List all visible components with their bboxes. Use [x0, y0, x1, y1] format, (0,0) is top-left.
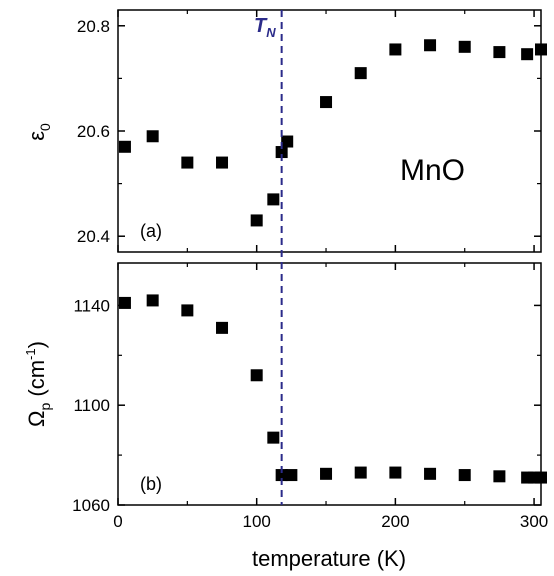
data-point [275, 146, 288, 159]
panel-b-ylabel-main: Ω [24, 411, 49, 427]
data-point [181, 156, 194, 169]
panel-b-frame [117, 262, 542, 506]
data-point [424, 39, 437, 52]
data-point [389, 43, 402, 56]
panel-b-xticks: 0 100 200 300 [113, 263, 548, 531]
data-point [320, 467, 333, 480]
y-tick-label: 20.6 [77, 122, 110, 141]
data-point [267, 193, 280, 206]
data-point [320, 96, 333, 109]
y-tick-label: 1060 [72, 496, 110, 515]
panel-a-label: (a) [140, 221, 162, 241]
data-point [216, 321, 229, 334]
data-point [267, 431, 280, 444]
data-point [535, 471, 547, 484]
x-tick-label: 0 [113, 512, 122, 531]
panel-a-frame [117, 9, 542, 253]
y-tick-label: 1100 [73, 396, 110, 415]
data-point [275, 469, 288, 482]
panel-b-label: (b) [140, 474, 162, 494]
data-point [146, 294, 159, 307]
material-annotation: MnO [400, 154, 465, 187]
data-point [118, 140, 131, 153]
data-point [118, 296, 131, 309]
x-axis-title: temperature (K) [252, 546, 406, 571]
x-tick-label: 200 [381, 512, 409, 531]
panel-a-ylabel-main: ε [24, 131, 49, 141]
panel-a-ylabel-sub: 0 [37, 123, 53, 131]
data-point [250, 369, 263, 382]
data-point [216, 156, 229, 169]
panel-b: 1060 1100 1140 0 100 200 300 (b) Ωp (cm-1) te… [23, 262, 548, 571]
x-tick-label: 300 [520, 512, 548, 531]
data-point [493, 46, 506, 59]
neel-temperature-label-main: T [254, 15, 268, 37]
neel-temperature-label-sub: N [266, 25, 276, 40]
data-point [285, 469, 298, 482]
data-point [535, 43, 547, 56]
y-tick-label: 20.8 [77, 17, 110, 36]
panel-a: 20.4 20.6 20.8 (a) MnO ε0 [24, 9, 547, 253]
y-tick-label: 1140 [73, 296, 110, 315]
data-point [181, 304, 194, 317]
data-point [521, 48, 534, 61]
data-point [250, 214, 263, 227]
data-point [146, 130, 159, 143]
data-point [389, 466, 402, 479]
panel-b-yticks: 1060 1100 1140 [72, 296, 541, 515]
panel-b-ylabel-sub: p [37, 403, 53, 411]
panel-b-points [118, 294, 547, 484]
data-point [281, 135, 294, 148]
data-point [493, 470, 506, 483]
y-tick-label: 20.4 [77, 227, 110, 246]
data-point [354, 67, 367, 80]
panel-b-ylabel-end: ) [24, 341, 49, 348]
neel-temperature-label: TN [254, 15, 276, 40]
panel-a-xticks [117, 10, 535, 252]
data-point [354, 466, 367, 479]
panel-a-ylabel: ε0 [24, 123, 53, 141]
panel-a-points [118, 39, 547, 227]
data-point [458, 40, 471, 53]
x-tick-label: 100 [243, 512, 271, 531]
panel-b-ylabel-rest: (cm [24, 360, 49, 403]
panel-b-ylabel: Ωp (cm-1) [23, 341, 53, 427]
panel-b-ylabel-sup: -1 [23, 348, 38, 360]
data-point [424, 467, 437, 480]
data-point [458, 469, 471, 482]
panel-a-yticks: 20.4 20.6 20.8 [77, 17, 541, 246]
